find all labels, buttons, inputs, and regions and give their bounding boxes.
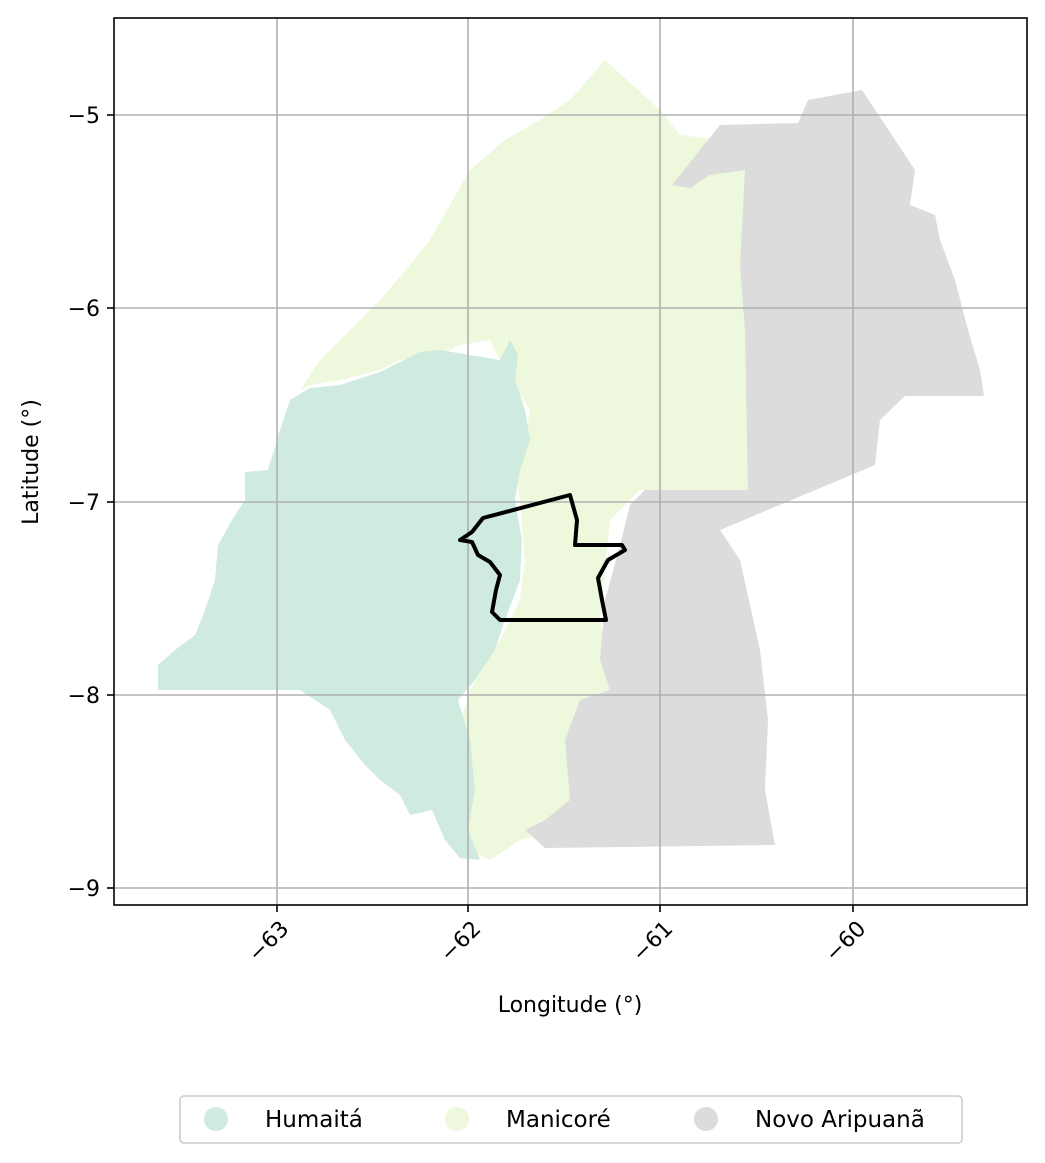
x-axis-title: Longitude (°): [498, 993, 643, 1018]
legend-label-novo-aripuana: Novo Aripuanã: [755, 1107, 925, 1133]
legend-box: [179, 1095, 963, 1144]
x-tick-label: −60: [821, 917, 872, 968]
legend-label-humaita: Humaitá: [265, 1107, 363, 1133]
y-tick-label: −7: [68, 491, 100, 516]
y-tick-label: −5: [68, 104, 100, 129]
tick-marks: [107, 114, 854, 912]
x-tick-label: −62: [436, 917, 487, 968]
y-tick-label: −6: [68, 297, 100, 322]
map-regions: [158, 60, 984, 860]
x-tick-labels: −63 −62 −61 −60: [244, 917, 872, 968]
x-tick-label: −63: [244, 917, 295, 968]
x-tick-label: −61: [628, 917, 679, 968]
legend-marker-manicore: [445, 1107, 469, 1131]
y-tick-labels: −5 −6 −7 −8 −9: [68, 104, 100, 902]
legend-marker-humaita: [204, 1107, 228, 1131]
y-tick-label: −9: [68, 877, 100, 902]
region-manicore[interactable]: [300, 60, 748, 860]
highlight-outline[interactable]: [458, 493, 627, 622]
axes-frame: [113, 17, 1028, 906]
y-tick-label: −8: [68, 684, 100, 709]
legend: Humaitá Manicoré Novo Aripuanã: [179, 1095, 963, 1144]
legend-marker-novo-aripuana: [694, 1107, 718, 1131]
region-humaita[interactable]: [158, 340, 530, 860]
grid-lines: [114, 18, 1027, 905]
y-axis-title: Latitude (°): [19, 399, 44, 525]
region-novo-aripuana-north[interactable]: [525, 90, 984, 848]
legend-label-manicore: Manicoré: [506, 1107, 611, 1133]
